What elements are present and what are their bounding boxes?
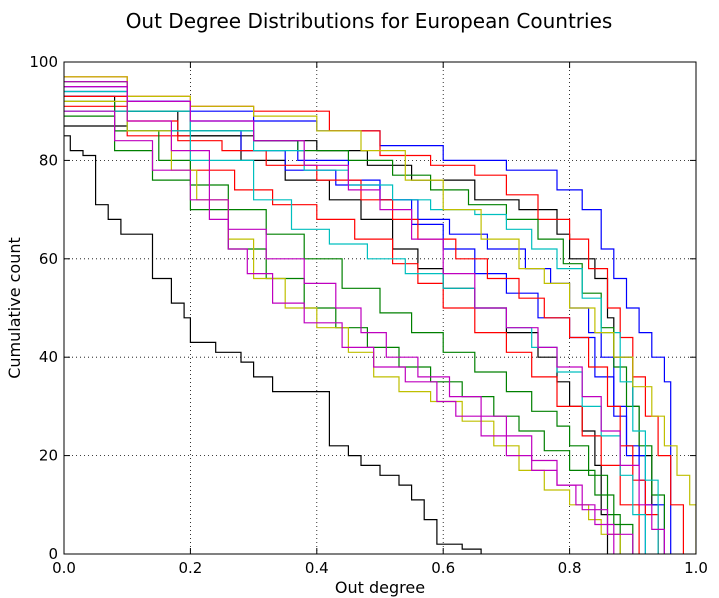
y-axis-label: Cumulative count <box>5 237 24 379</box>
x-tick-label: 0.4 <box>305 559 329 577</box>
plot-frame <box>63 61 697 555</box>
x-tick-label: 0.6 <box>431 559 455 577</box>
series-line-7 <box>64 76 684 554</box>
y-tick-label: 20 <box>39 447 58 465</box>
series-line-17 <box>64 86 615 554</box>
y-tick-label: 0 <box>48 545 58 563</box>
x-tick-label: 0.8 <box>558 559 582 577</box>
x-axis: 0.0 0.2 0.4 0.6 0.8 1.0 <box>52 62 708 577</box>
y-tick-label: 60 <box>39 250 58 268</box>
y-tick-label: 80 <box>39 151 58 169</box>
series-line-14 <box>64 90 659 554</box>
x-tick-label: 0.0 <box>52 559 76 577</box>
series-layer <box>64 76 696 554</box>
y-axis: 0 20 40 60 80 100 <box>29 53 696 563</box>
y-tick-label: 40 <box>39 348 58 366</box>
series-line-13 <box>64 110 646 554</box>
series-line-1 <box>64 135 482 554</box>
x-tick-label: 0.2 <box>178 559 202 577</box>
series-line-15 <box>64 76 696 554</box>
series-line-19 <box>64 110 634 554</box>
series-line-10 <box>64 81 665 554</box>
series-line-18 <box>64 81 665 554</box>
series-line-9 <box>64 105 640 554</box>
chart-title: Out Degree Distributions for European Co… <box>126 9 613 33</box>
y-tick-label: 100 <box>29 53 58 71</box>
x-axis-label: Out degree <box>335 578 425 597</box>
x-tick-label: 1.0 <box>684 559 708 577</box>
series-line-6 <box>64 86 665 554</box>
